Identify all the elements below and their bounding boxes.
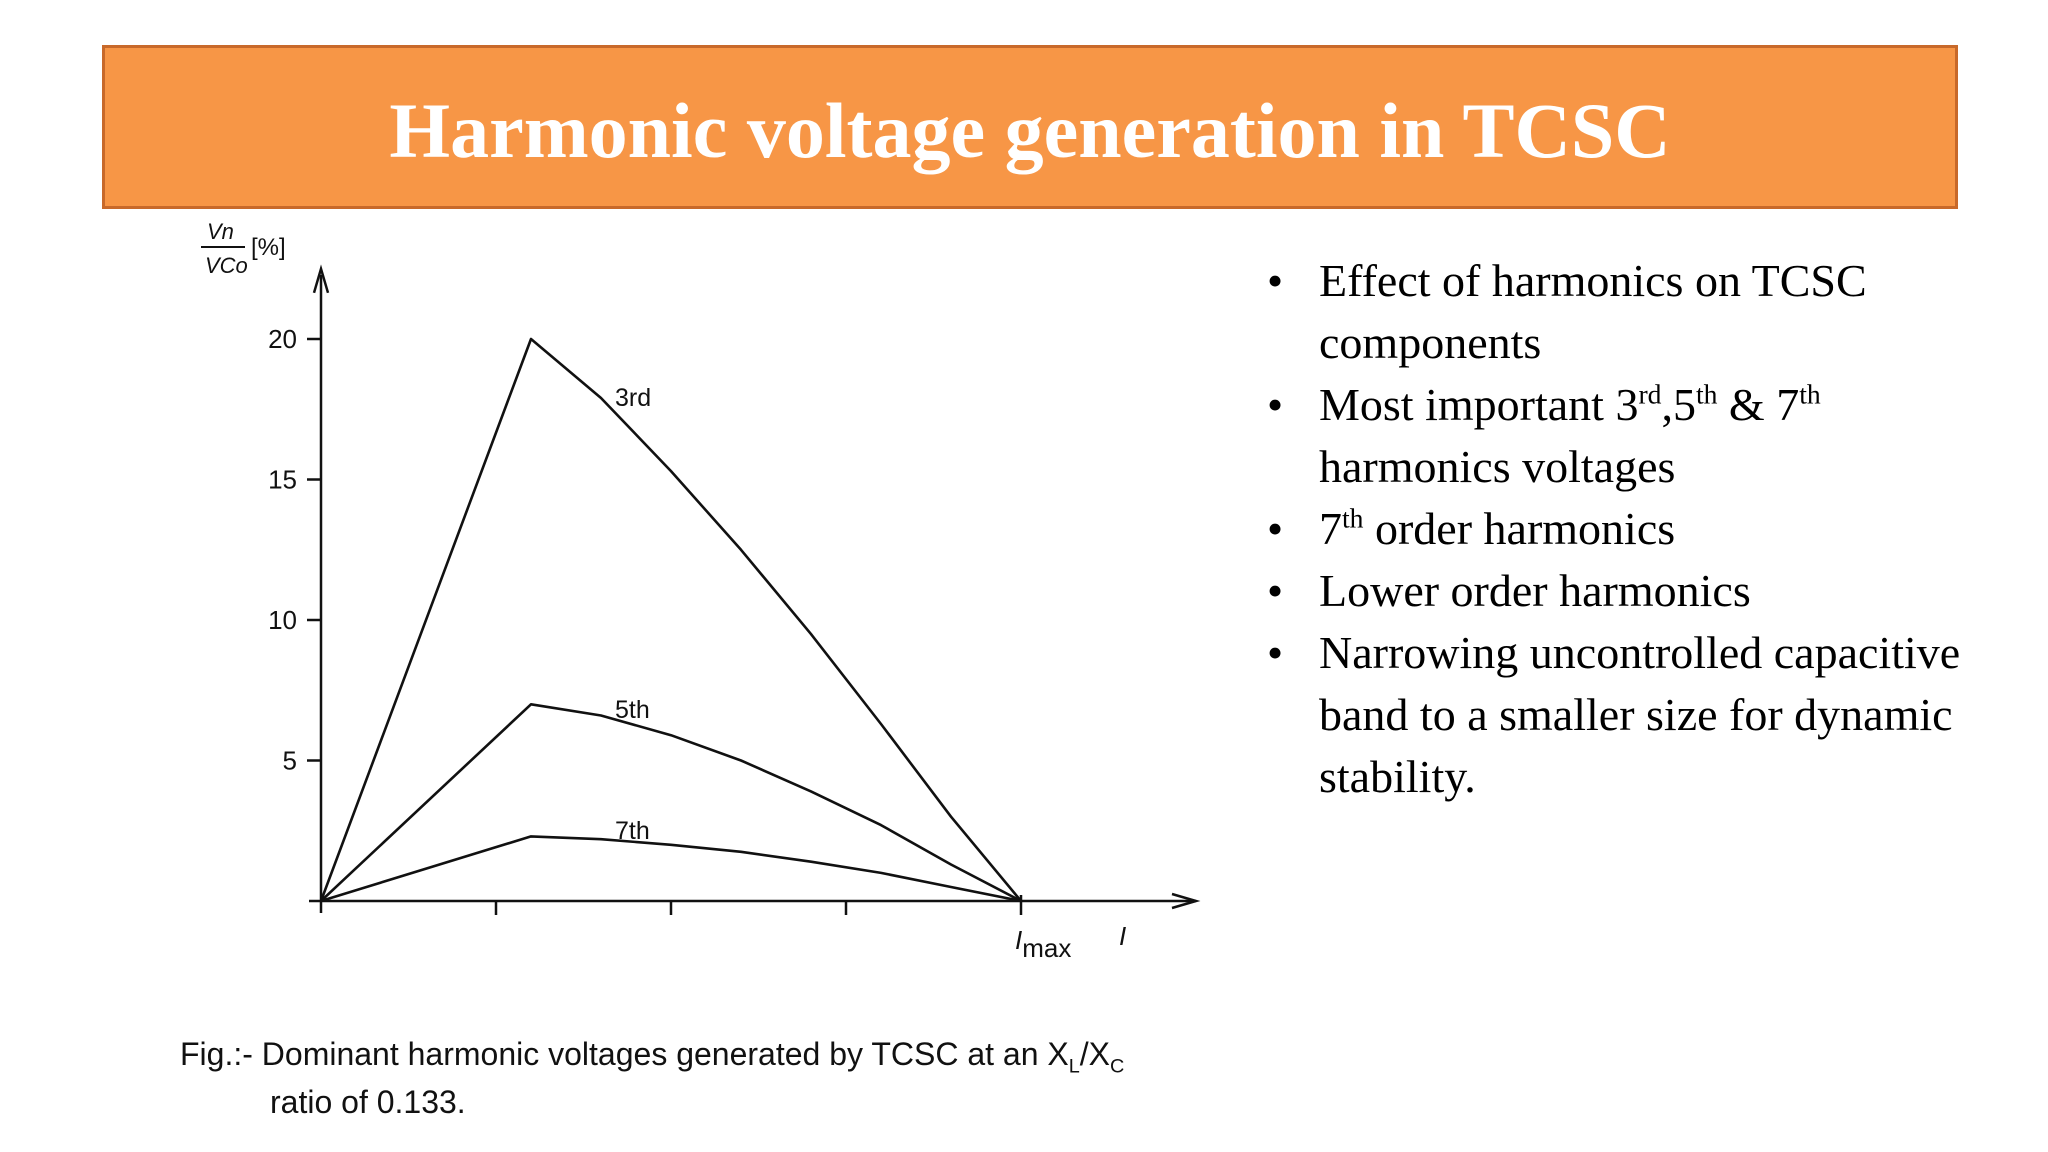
bullet-text: Effect of harmonics on TCSC components [1319,255,1867,368]
y-label-numerator: Vn [207,219,234,244]
y-label-denominator: VCo [205,253,248,278]
x-imax-label: Imax [1015,925,1071,963]
bullet-text: Most important 3rd,5th & 7th harmonics v… [1319,378,1821,492]
bullet-item: • Lower order harmonics [1255,560,2015,622]
bullet-item: • Effect of harmonics on TCSC components [1255,250,2015,374]
y-axis-arrowhead [312,264,330,294]
series-label-5th: 5th [615,696,650,724]
bullet-item: • Most important 3rd,5th & 7th harmonics … [1255,374,2015,498]
harmonic-chart-figure: 5 10 15 20 Imax I Vn VCo [%] 3rd 5th 7th [187,209,1217,999]
bullet-list: • Effect of harmonics on TCSC components •… [1255,250,2015,808]
bullet-text: Narrowing uncontrolled capacitive band t… [1319,627,1961,802]
caption-sub-c: C [1110,1055,1125,1078]
y-tick-label: 10 [268,605,297,635]
bullet-item: • 7th order harmonics [1255,498,2015,560]
bullet-dot: • [1266,379,1284,430]
series-label-7th: 7th [615,817,650,845]
bullet-dot: • [1266,565,1284,616]
bullet-dot: • [1266,627,1284,678]
figure-caption: Fig.:- Dominant harmonic voltages genera… [180,1030,1240,1126]
bullet-dot: • [1266,503,1284,554]
caption-sub-l: L [1068,1055,1080,1078]
bullet-text: 7th order harmonics [1319,502,1676,554]
y-tick-label: 5 [283,746,297,776]
harmonic-chart: 5 10 15 20 Imax I Vn VCo[%] 3rd 5th 7th [201,219,1201,963]
x-axis-arrowhead [1171,892,1201,910]
slide-title: Harmonic voltage generation in TCSC [389,87,1671,174]
y-tick-label: 15 [268,465,297,495]
series-line-7th [320,835,1022,903]
y-tick-label: 20 [268,324,297,354]
x-axis-label: I [1119,921,1126,951]
series-line-5th [320,703,1022,903]
caption-line2: ratio of 0.133. [270,1084,466,1120]
bullet-item: • Narrowing uncontrolled capacitive band … [1255,622,2015,808]
bullet-text: Lower order harmonics [1319,565,1751,616]
title-banner: Harmonic voltage generation in TCSC [102,45,1958,209]
y-label-unit: [%] [251,234,286,261]
bullet-dot: • [1266,255,1284,306]
series-label-3rd: 3rd [615,384,651,412]
caption-line1-prefix: Fig.:- Dominant harmonic voltages genera… [180,1036,1069,1072]
series-line-3rd [319,337,1023,902]
caption-slash: /X [1079,1036,1110,1072]
